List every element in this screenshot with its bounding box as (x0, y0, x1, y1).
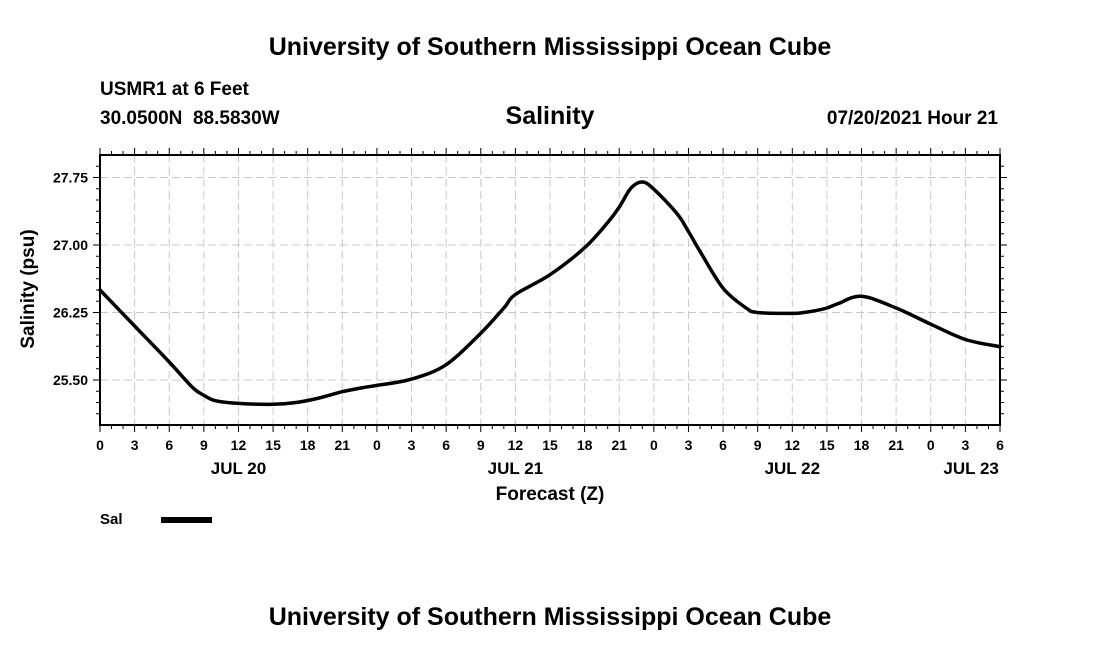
x-tick-label: 15 (542, 437, 558, 453)
x-tick-label: 21 (335, 437, 351, 453)
x-tick-label: 18 (300, 437, 316, 453)
station-label: USMR1 at 6 Feet (100, 79, 250, 100)
x-tick-label: 21 (611, 437, 627, 453)
legend-label: Sal (100, 511, 123, 528)
x-tick-label: 12 (785, 437, 801, 453)
x-tick-label: 9 (200, 437, 208, 453)
coordinates-label: 30.0500N 88.5830W (100, 108, 280, 129)
x-tick-label: 9 (477, 437, 485, 453)
bottom-title: University of Southern Mississippi Ocean… (269, 603, 832, 631)
x-tick-label: 0 (650, 437, 658, 453)
date-label: JUL 22 (765, 459, 820, 478)
salinity-series-line (98, 180, 1002, 407)
x-tick-label: 0 (96, 437, 104, 453)
x-tick-label: 0 (373, 437, 381, 453)
y-axis-label: Salinity (psu) (18, 229, 39, 348)
y-axis: 25.50 26.25 27.00 27.75 (53, 165, 1007, 415)
x-tick-label: 18 (577, 437, 593, 453)
date-labels: JUL 20 JUL 21 JUL 22 JUL 23 (211, 459, 999, 478)
y-tick-label: 26.25 (53, 305, 88, 321)
x-axis-label: Forecast (Z) (496, 484, 605, 505)
y-tick-label: 25.50 (53, 372, 88, 388)
x-tick-label: 12 (508, 437, 524, 453)
x-tick-label: 6 (719, 437, 727, 453)
date-label: JUL 21 (488, 459, 543, 478)
x-tick-label: 3 (961, 437, 969, 453)
timestamp-label: 07/20/2021 Hour 21 (827, 108, 999, 129)
y-tick-label: 27.00 (53, 237, 88, 253)
x-tick-label: 0 (927, 437, 935, 453)
x-tick-label: 9 (754, 437, 762, 453)
x-axis: 0 3 6 9 12 15 18 21 0 3 6 9 12 15 18 21 0 3 6 9 12 15 18 21 0 3 6 (96, 148, 1004, 453)
y-tick-label: 27.75 (53, 170, 88, 186)
x-tick-label: 12 (231, 437, 247, 453)
x-tick-label: 15 (265, 437, 281, 453)
x-tick-label: 15 (819, 437, 835, 453)
x-tick-label: 3 (685, 437, 693, 453)
x-tick-label: 21 (888, 437, 904, 453)
x-tick-label: 6 (442, 437, 450, 453)
date-label: JUL 20 (211, 459, 266, 478)
x-tick-label: 3 (131, 437, 139, 453)
date-label: JUL 23 (943, 459, 998, 478)
x-tick-label: 6 (165, 437, 173, 453)
x-tick-label: 18 (854, 437, 870, 453)
x-tick-label: 6 (996, 437, 1004, 453)
x-tick-label: 3 (408, 437, 416, 453)
chart-title: Salinity (506, 102, 595, 130)
grid-lines (100, 155, 1000, 425)
top-title: University of Southern Mississippi Ocean… (269, 33, 832, 61)
